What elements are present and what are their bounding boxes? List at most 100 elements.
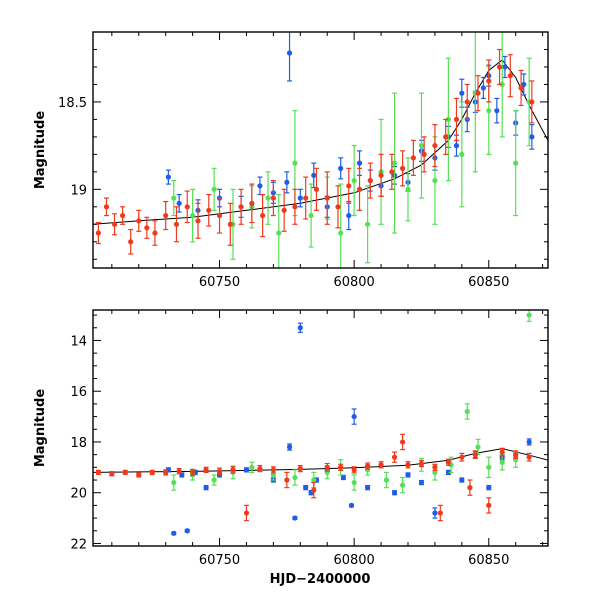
data-marker xyxy=(144,225,150,231)
data-marker xyxy=(383,477,390,483)
data-marker xyxy=(472,452,478,458)
green-data-point xyxy=(249,461,255,474)
data-marker xyxy=(356,186,363,192)
red-data-point xyxy=(351,466,357,474)
blue-data-point xyxy=(338,157,344,180)
data-marker xyxy=(128,239,134,245)
top-panel: 60750 60800 60850 18.5 19 Magnitude xyxy=(33,31,549,290)
data-marker xyxy=(308,212,314,219)
red-data-point xyxy=(284,471,290,489)
blue-data-point xyxy=(257,176,263,196)
red-data-point xyxy=(443,118,449,155)
data-marker xyxy=(499,81,505,88)
green-data-point xyxy=(513,110,519,217)
red-data-point xyxy=(400,150,406,187)
data-marker xyxy=(338,165,344,171)
data-marker xyxy=(445,459,451,465)
red-data-point xyxy=(243,504,250,522)
blue-data-point xyxy=(297,188,303,208)
red-data-point xyxy=(346,167,352,204)
red-data-point xyxy=(486,59,492,103)
x-tick-label: 60850 xyxy=(468,553,509,568)
data-marker xyxy=(284,477,290,483)
x-tick-label: 60750 xyxy=(199,553,240,568)
data-marker xyxy=(313,186,320,192)
red-data-point xyxy=(378,461,384,469)
red-data-point xyxy=(270,466,276,474)
blue-data-point xyxy=(365,485,371,491)
blue-data-point xyxy=(176,193,182,213)
x-tick-label: 60850 xyxy=(468,275,509,290)
red-data-point xyxy=(163,469,169,476)
red-data-point xyxy=(136,209,142,232)
data-marker xyxy=(243,467,250,473)
data-marker xyxy=(103,204,110,210)
green-data-point xyxy=(276,193,282,268)
data-marker xyxy=(281,207,287,213)
blue-data-point xyxy=(480,76,486,100)
red-data-point xyxy=(496,48,503,86)
red-data-point xyxy=(486,497,492,514)
data-marker xyxy=(513,452,519,458)
green-data-point xyxy=(499,32,505,138)
red-data-point xyxy=(206,193,212,227)
top-plot-frame xyxy=(92,31,549,269)
red-data-point xyxy=(216,197,223,234)
data-marker xyxy=(303,485,309,491)
data-marker xyxy=(445,469,451,476)
red-data-point xyxy=(203,466,209,474)
bottom-panel: 60750 60800 60850 14 16 18 20 22 Magnitude HJD−… xyxy=(33,309,549,587)
red-data-point xyxy=(467,479,473,496)
data-marker xyxy=(335,204,341,210)
data-marker xyxy=(149,469,155,476)
data-marker xyxy=(486,78,492,84)
data-marker xyxy=(165,174,171,180)
blue-data-point xyxy=(351,408,357,425)
data-marker xyxy=(95,230,101,236)
red-data-point xyxy=(459,452,465,462)
data-marker xyxy=(211,186,217,192)
red-data-point xyxy=(152,220,158,246)
red-data-point xyxy=(513,450,519,460)
data-marker xyxy=(443,134,449,140)
red-data-point xyxy=(120,206,126,225)
data-marker xyxy=(521,81,527,88)
data-marker xyxy=(249,200,255,206)
green-data-point xyxy=(351,474,357,491)
model-curve xyxy=(93,448,548,473)
red-data-point xyxy=(475,75,481,112)
red-data-point xyxy=(499,447,505,457)
data-marker xyxy=(176,468,182,474)
data-marker xyxy=(292,515,298,521)
data-marker xyxy=(216,468,223,474)
data-marker xyxy=(400,482,406,488)
blue-data-point xyxy=(171,530,177,536)
blue-data-point xyxy=(286,32,293,82)
data-marker xyxy=(529,99,535,105)
red-data-point xyxy=(260,193,266,238)
data-marker xyxy=(227,221,233,227)
data-marker xyxy=(292,474,298,481)
green-data-point xyxy=(171,179,177,217)
red-data-point xyxy=(324,171,330,225)
red-data-point xyxy=(109,471,115,477)
data-marker xyxy=(171,479,177,486)
data-marker xyxy=(496,64,503,70)
data-marker xyxy=(297,325,303,331)
green-data-point xyxy=(499,454,505,471)
green-data-point xyxy=(526,310,532,323)
red-data-point xyxy=(136,472,142,478)
red-data-point xyxy=(195,202,201,239)
data-marker xyxy=(453,116,460,123)
green-data-point xyxy=(211,474,217,486)
data-marker xyxy=(486,485,492,491)
data-marker xyxy=(486,464,492,470)
data-marker xyxy=(486,108,492,114)
data-marker xyxy=(432,510,438,516)
data-marker xyxy=(365,485,371,491)
data-marker xyxy=(529,134,535,140)
data-marker xyxy=(163,212,169,219)
green-data-point xyxy=(338,183,344,268)
data-marker xyxy=(238,204,244,210)
model-curve xyxy=(93,59,548,225)
